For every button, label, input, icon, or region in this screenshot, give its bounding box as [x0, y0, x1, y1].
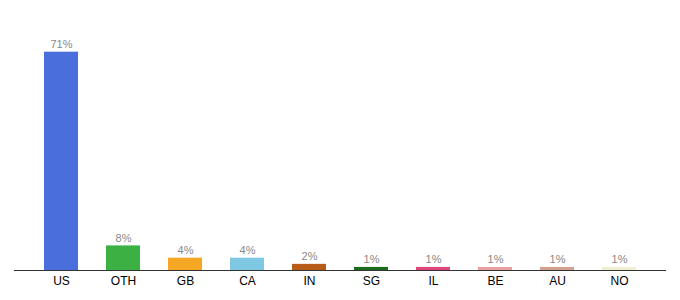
svg-text:4%: 4% — [178, 244, 194, 256]
svg-text:GB: GB — [177, 274, 194, 288]
svg-text:1%: 1% — [612, 253, 628, 265]
svg-text:US: US — [53, 274, 70, 288]
svg-text:2%: 2% — [302, 250, 318, 262]
svg-text:NO: NO — [611, 274, 629, 288]
svg-text:4%: 4% — [240, 244, 256, 256]
svg-text:IL: IL — [428, 274, 438, 288]
svg-text:8%: 8% — [116, 232, 132, 244]
svg-text:OTH: OTH — [111, 274, 136, 288]
svg-text:SG: SG — [363, 274, 380, 288]
svg-text:CA: CA — [239, 274, 256, 288]
svg-text:1%: 1% — [550, 253, 566, 265]
svg-text:IN: IN — [304, 274, 316, 288]
svg-text:AU: AU — [549, 274, 566, 288]
svg-text:BE: BE — [487, 274, 503, 288]
svg-text:1%: 1% — [364, 253, 380, 265]
svg-text:1%: 1% — [488, 253, 504, 265]
svg-text:71%: 71% — [50, 38, 72, 50]
svg-text:1%: 1% — [426, 253, 442, 265]
